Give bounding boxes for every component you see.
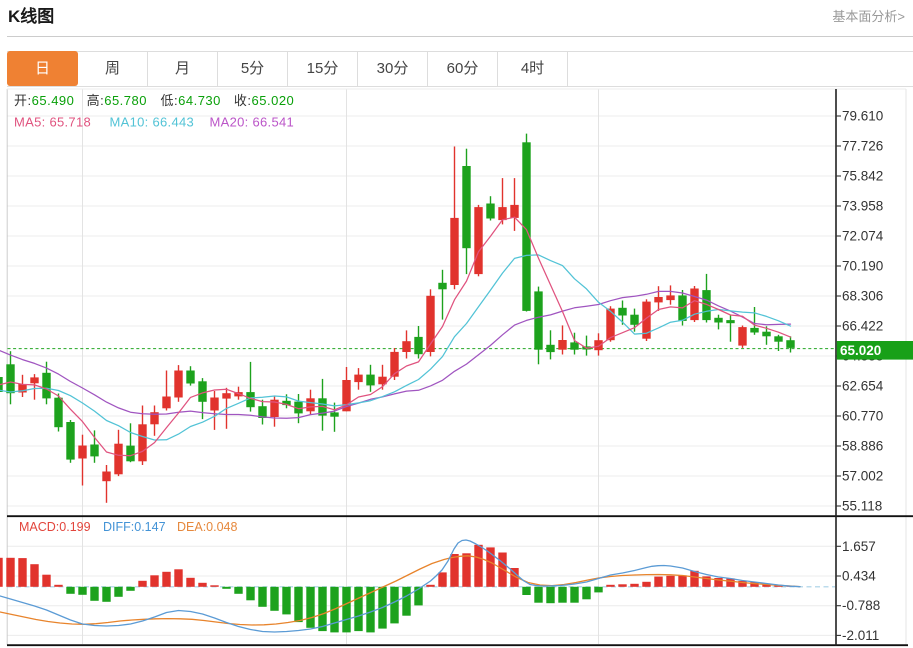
svg-text:58.886: 58.886	[842, 439, 883, 454]
svg-text:62.654: 62.654	[842, 379, 884, 394]
svg-text:1.657: 1.657	[842, 539, 876, 554]
svg-text:70.190: 70.190	[842, 259, 883, 274]
svg-text:60.770: 60.770	[842, 409, 883, 424]
svg-text:66.422: 66.422	[842, 319, 883, 334]
svg-text:55.118: 55.118	[842, 499, 882, 514]
svg-text:57.002: 57.002	[842, 469, 883, 484]
svg-text:72.074: 72.074	[842, 229, 884, 244]
svg-text:77.726: 77.726	[842, 139, 883, 154]
svg-text:75.842: 75.842	[842, 169, 883, 184]
svg-text:65.020: 65.020	[840, 343, 881, 358]
svg-text:-0.788: -0.788	[842, 598, 880, 613]
svg-text:-2.011: -2.011	[842, 628, 879, 643]
svg-text:68.306: 68.306	[842, 289, 883, 304]
svg-text:0.434: 0.434	[842, 569, 876, 584]
svg-text:73.958: 73.958	[842, 199, 883, 214]
svg-text:79.610: 79.610	[842, 109, 883, 124]
